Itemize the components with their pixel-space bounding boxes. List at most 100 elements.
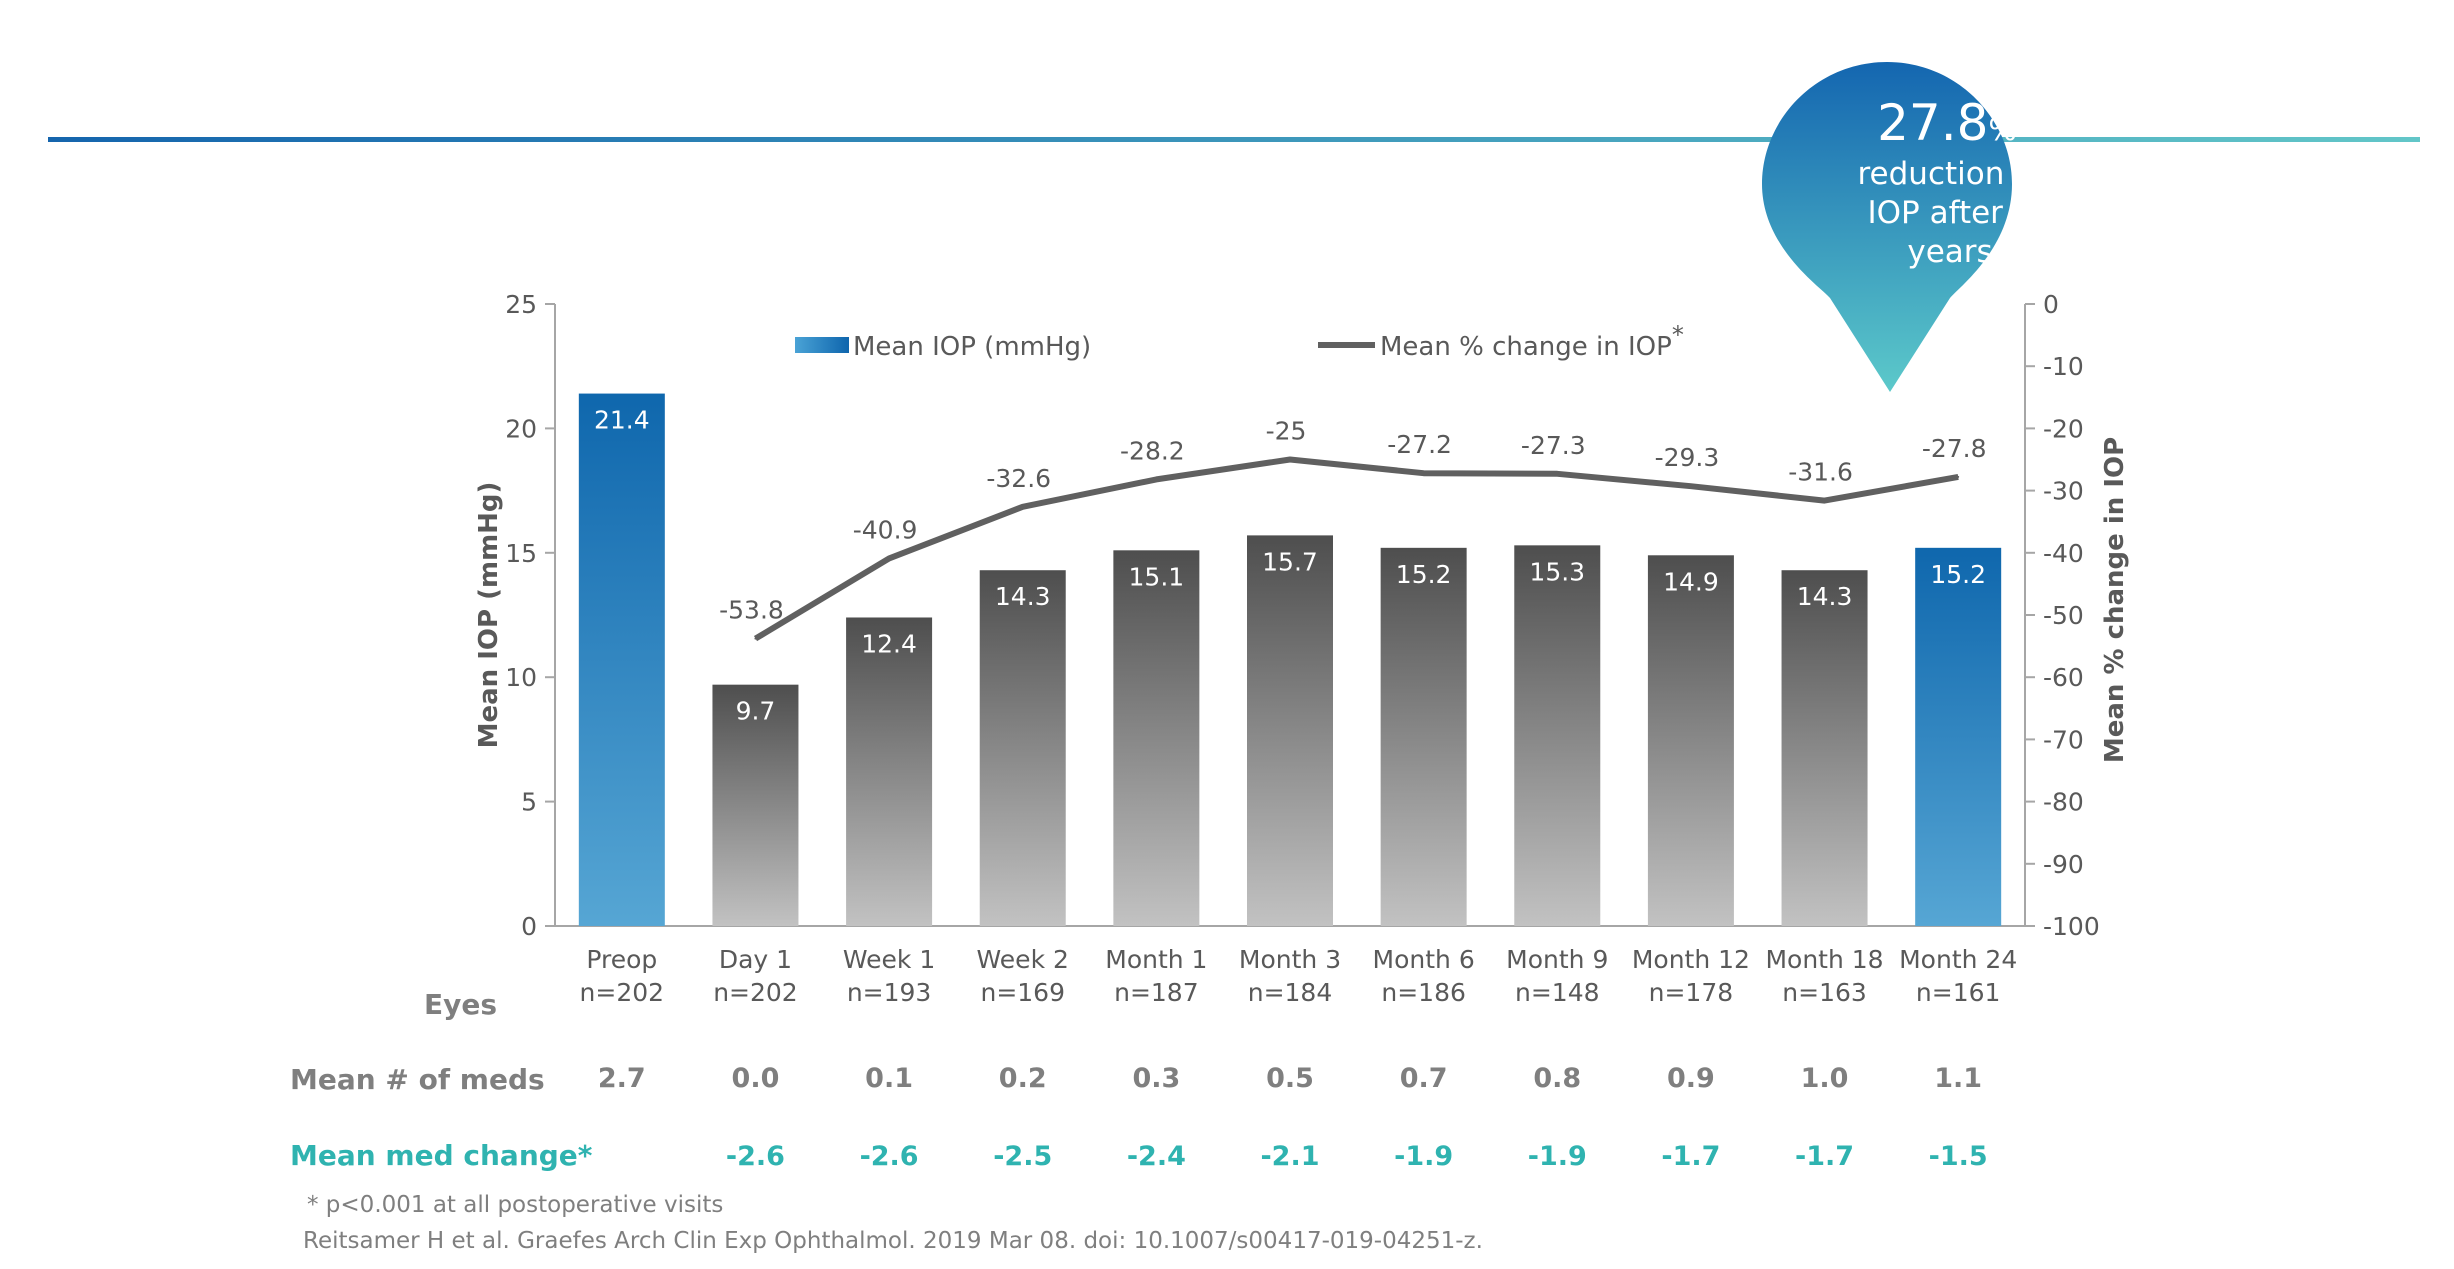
y2-tick-label: -40 (2043, 539, 2084, 568)
legend-label-line-asterisk: * (1672, 321, 1684, 349)
y-tick-label: 25 (505, 290, 537, 319)
y2-tick-label: -80 (2043, 788, 2084, 817)
callout-line-3: years (1907, 234, 1992, 270)
y-tick-label: 0 (521, 912, 537, 941)
x-tick-label: Week 2 (977, 945, 1069, 974)
n-label: n=193 (847, 978, 932, 1007)
legend-label-line-text: Mean % change in IOP (1380, 332, 1672, 362)
med-change-label: Mean med change* (290, 1139, 593, 1172)
bar-value-label: 15.7 (1262, 547, 1318, 576)
callout: 27.8% reduction in IOP after 2 years (1762, 62, 2043, 392)
line-value-label: -29.3 (1655, 443, 1720, 472)
line-point (1957, 475, 1960, 478)
med-change-value: -1.5 (1929, 1141, 1988, 1172)
meds-value: 0.0 (732, 1063, 780, 1094)
med-change-value: -1.7 (1795, 1141, 1854, 1172)
meds-value: 0.1 (865, 1063, 913, 1094)
footnote: * p<0.001 at all postoperative visits (307, 1192, 723, 1218)
line-point (1689, 485, 1692, 488)
bar-day-1 (712, 684, 799, 926)
bar-week-1 (846, 617, 933, 926)
x-tick-label: Month 6 (1373, 945, 1475, 974)
med-change-value: -2.5 (993, 1141, 1052, 1172)
y2-tick-label: -100 (2043, 912, 2100, 941)
x-tick-label: Month 3 (1239, 945, 1341, 974)
n-label: n=161 (1916, 978, 2001, 1007)
x-tick-label: Month 12 (1632, 945, 1750, 974)
y-tick-label: 20 (505, 414, 537, 443)
meds-value: 1.0 (1801, 1063, 1849, 1094)
bar-value-label: 15.2 (1396, 560, 1452, 589)
callout-shape (1762, 62, 2012, 392)
n-label: n=169 (980, 978, 1065, 1007)
y2-tick-label: -90 (2043, 850, 2084, 879)
med-change-value: -1.7 (1661, 1141, 1720, 1172)
category-labels: Preop n=202 Day 1 n=202 Week 1 n=193 Week 2 n=1… (580, 945, 2018, 1007)
line-path (753, 456, 1959, 642)
citation: Reitsamer H et al. Graefes Arch Clin Exp… (303, 1228, 1483, 1254)
med-change-value: -2.1 (1260, 1141, 1319, 1172)
x-tick-label: Month 24 (1899, 945, 2017, 974)
y2-tick-label: 0 (2043, 290, 2059, 319)
line-series: -53.8 -40.9 -32.6 -28.2 -25 -27.2 -27.3 -29.3 -3… (719, 417, 1987, 642)
summary-table: 2.7 0.0 0.1 0.2 0.3 0.5 0.7 0.8 0.9 1.0 1.1 -2.6 -2.… (598, 1063, 1988, 1172)
bar-month-1 (1113, 550, 1200, 926)
legend-swatch-bar (795, 337, 849, 353)
line-value-label: -40.9 (853, 515, 918, 544)
bar-month-18 (1781, 570, 1868, 926)
line-point (1422, 472, 1425, 475)
med-change-value: -2.6 (726, 1141, 785, 1172)
line-value-label: -25 (1266, 417, 1307, 446)
line-point (754, 637, 757, 640)
y2-tick-label: -30 (2043, 477, 2084, 506)
line-point (1556, 472, 1559, 475)
line-point (888, 557, 891, 560)
header-rule (48, 137, 2420, 142)
line-point (1021, 505, 1024, 508)
n-label: n=187 (1114, 978, 1199, 1007)
legend: Mean IOP (mmHg) Mean % change in IOP* (795, 321, 1684, 362)
meds-value: 0.9 (1667, 1063, 1715, 1094)
meds-value: 0.7 (1400, 1063, 1448, 1094)
line-point (1823, 499, 1826, 502)
bar-month-9 (1514, 545, 1601, 926)
y2-tick-label: -70 (2043, 725, 2084, 754)
callout-number: 27.8 (1877, 94, 1988, 152)
med-change-value: -1.9 (1528, 1141, 1587, 1172)
meds-value: 2.7 (598, 1063, 646, 1094)
meds-value: 0.5 (1266, 1063, 1314, 1094)
y-tick-label: 5 (521, 788, 537, 817)
meds-label: Mean # of meds (290, 1063, 545, 1096)
bar-month-3 (1247, 535, 1333, 926)
meds-value: 1.1 (1934, 1063, 1982, 1094)
meds-value: 0.8 (1533, 1063, 1581, 1094)
n-label: n=202 (580, 978, 665, 1007)
y2-tick-label: -50 (2043, 601, 2084, 630)
y-axis-title: Mean IOP (mmHg) (474, 482, 504, 749)
line-value-label: -28.2 (1120, 436, 1185, 465)
meds-value: 0.3 (1132, 1063, 1180, 1094)
x-tick-label: Month 18 (1765, 945, 1883, 974)
line-value-label: -31.6 (1788, 458, 1853, 487)
bar-value-label: 14.3 (995, 582, 1051, 611)
bar-value-label: 15.3 (1529, 557, 1585, 586)
x-tick-label: Month 9 (1506, 945, 1608, 974)
bar-value-label: 14.9 (1663, 567, 1719, 596)
meds-value: 0.2 (999, 1063, 1047, 1094)
y2-tick-label: -60 (2043, 663, 2084, 692)
y-tick-label: 15 (505, 539, 537, 568)
bar-value-label: 15.2 (1930, 560, 1986, 589)
x-tick-label: Week 1 (843, 945, 935, 974)
callout-unit: % (1988, 113, 2017, 148)
bar-value-label: 9.7 (736, 697, 776, 726)
bar-value-label: 14.3 (1797, 582, 1853, 611)
med-change-value: -1.9 (1394, 1141, 1453, 1172)
line-point (1289, 458, 1291, 461)
x-tick-label: Preop (586, 945, 657, 974)
line-value-label: -27.2 (1387, 430, 1452, 459)
n-label: n=202 (713, 978, 798, 1007)
axes: 0 5 10 15 20 25 0 -10 -20 -30 -40 -50 -60 -70 -80 -90 -1… (505, 290, 2100, 941)
n-label: n=148 (1515, 978, 1600, 1007)
med-change-value: -2.4 (1127, 1141, 1186, 1172)
n-label: n=178 (1649, 978, 1734, 1007)
